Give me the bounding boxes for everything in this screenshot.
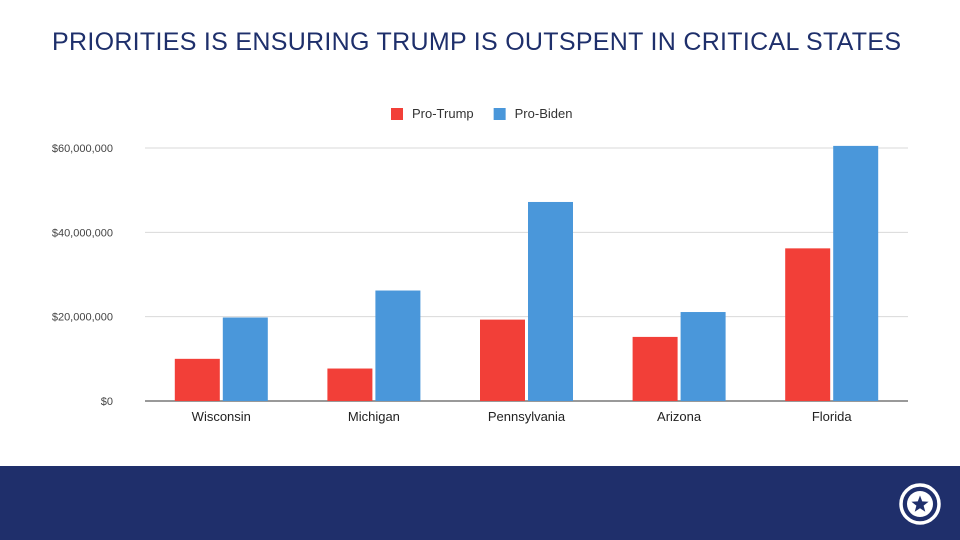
x-tick-label: Pennsylvania: [488, 409, 566, 424]
bar-pro-biden-florida: [833, 145, 879, 401]
y-tick-label: $60,000,000: [52, 143, 113, 155]
legend-swatch: [493, 108, 506, 120]
x-tick-label: Arizona: [657, 409, 702, 424]
bar-pro-biden-wisconsin: [222, 317, 268, 401]
footer-band: [0, 466, 960, 540]
x-tick-label: Michigan: [348, 409, 400, 424]
bar-pro-trump-wisconsin: [174, 358, 220, 401]
chart-legend: Pro-Trump Pro-Biden: [391, 106, 572, 121]
bar-pro-trump-florida: [785, 248, 831, 401]
y-axis: $0 $20,000,000 $40,000,000 $60,000,000: [52, 143, 113, 408]
legend-label: Pro-Trump: [412, 106, 474, 121]
x-tick-label: Florida: [812, 409, 853, 424]
bar-pro-trump-michigan: [327, 368, 373, 401]
chart-gridlines: [145, 147, 908, 402]
y-tick-label: $20,000,000: [52, 312, 113, 324]
chart-bars: [174, 145, 879, 401]
star-in-circle-icon: [899, 483, 941, 525]
y-tick-label: $40,000,000: [52, 227, 113, 239]
y-tick-label: $0: [101, 396, 113, 408]
slide-title: PRIORITIES IS ENSURING TRUMP IS OUTSPENT…: [52, 28, 902, 56]
bar-pro-trump-pennsylvania: [480, 319, 525, 401]
legend-swatch: [391, 108, 403, 120]
bar-pro-biden-michigan: [375, 290, 421, 401]
bar-chart: Pro-Trump Pro-Biden $0 $20,000,000 $40,000,…: [52, 106, 908, 424]
x-axis: Wisconsin Michigan Pennsylvania Arizona Flor…: [192, 409, 853, 424]
bar-pro-biden-arizona: [680, 312, 726, 401]
bar-pro-trump-arizona: [632, 336, 678, 401]
legend-label: Pro-Biden: [515, 106, 573, 121]
x-tick-label: Wisconsin: [192, 409, 251, 424]
bar-pro-biden-pennsylvania: [528, 201, 573, 401]
